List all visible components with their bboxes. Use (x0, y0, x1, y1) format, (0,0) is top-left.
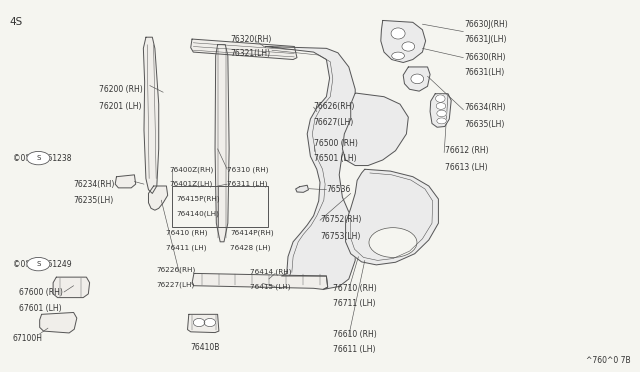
Text: 76414P(RH): 76414P(RH) (230, 229, 274, 236)
Text: 76753(LH): 76753(LH) (320, 232, 360, 241)
Text: 76711 (LH): 76711 (LH) (333, 299, 375, 308)
Text: 76752(RH): 76752(RH) (320, 215, 362, 224)
Polygon shape (40, 312, 77, 333)
Polygon shape (53, 277, 90, 298)
Text: 76710 (RH): 76710 (RH) (333, 284, 376, 293)
Polygon shape (266, 46, 355, 289)
Polygon shape (188, 314, 219, 333)
Text: ©08363-61249: ©08363-61249 (13, 260, 72, 269)
Text: 76631(LH): 76631(LH) (464, 68, 504, 77)
Polygon shape (192, 273, 328, 289)
Text: 76410B: 76410B (191, 343, 220, 352)
Ellipse shape (411, 74, 424, 84)
Text: 76612 (RH): 76612 (RH) (445, 146, 488, 155)
Ellipse shape (436, 118, 447, 124)
Text: 76400Z(RH): 76400Z(RH) (170, 166, 214, 173)
Ellipse shape (391, 28, 405, 39)
Text: 764140(LH): 764140(LH) (176, 211, 219, 217)
Text: 76501 (LH): 76501 (LH) (314, 154, 356, 163)
Text: 76320(RH): 76320(RH) (230, 35, 272, 44)
Text: 4S: 4S (10, 17, 23, 27)
Text: 76415 (LH): 76415 (LH) (250, 283, 290, 290)
Text: 76627(LH): 76627(LH) (314, 118, 354, 127)
Ellipse shape (204, 318, 216, 327)
Polygon shape (143, 37, 159, 193)
Text: 76613 (LH): 76613 (LH) (445, 163, 488, 172)
Polygon shape (403, 67, 430, 91)
Circle shape (27, 151, 50, 165)
Text: 76630(RH): 76630(RH) (464, 53, 506, 62)
Text: 76634(RH): 76634(RH) (464, 103, 506, 112)
Text: 76536: 76536 (326, 185, 351, 194)
Text: 76610 (RH): 76610 (RH) (333, 330, 376, 339)
Text: 67100H: 67100H (13, 334, 43, 343)
Text: 76611 (LH): 76611 (LH) (333, 345, 375, 354)
Text: ©08363-61238: ©08363-61238 (13, 154, 71, 163)
Text: 67601 (LH): 67601 (LH) (19, 304, 62, 313)
Text: 76311 (LH): 76311 (LH) (227, 181, 268, 187)
Polygon shape (381, 20, 426, 62)
Polygon shape (191, 39, 297, 60)
Polygon shape (346, 169, 438, 265)
Ellipse shape (435, 95, 445, 102)
Text: 76410 (RH): 76410 (RH) (166, 229, 208, 236)
Text: 76235(LH): 76235(LH) (74, 196, 114, 205)
Text: 76321(LH): 76321(LH) (230, 49, 271, 58)
Polygon shape (296, 185, 308, 192)
Text: 76428 (LH): 76428 (LH) (230, 244, 271, 251)
Text: 76500 (RH): 76500 (RH) (314, 139, 358, 148)
Ellipse shape (369, 228, 417, 257)
Polygon shape (342, 93, 408, 166)
Polygon shape (215, 45, 229, 242)
Text: 76310 (RH): 76310 (RH) (227, 166, 269, 173)
Text: 76635(LH): 76635(LH) (464, 120, 504, 129)
Text: 76227(LH): 76227(LH) (157, 281, 195, 288)
Ellipse shape (436, 110, 447, 117)
Text: 76401Z(LH): 76401Z(LH) (170, 181, 213, 187)
Text: 76414 (RH): 76414 (RH) (250, 268, 291, 275)
Text: 76415P(RH): 76415P(RH) (176, 196, 220, 202)
Text: ^760^0 7B: ^760^0 7B (586, 356, 630, 365)
Ellipse shape (402, 42, 415, 51)
Polygon shape (115, 175, 136, 188)
Text: 67600 (RH): 67600 (RH) (19, 288, 63, 296)
Polygon shape (430, 94, 451, 127)
Ellipse shape (193, 318, 205, 327)
Ellipse shape (392, 52, 404, 60)
Text: 76626(RH): 76626(RH) (314, 102, 355, 110)
Text: 76200 (RH): 76200 (RH) (99, 85, 143, 94)
Polygon shape (148, 186, 168, 210)
Text: S: S (36, 155, 40, 161)
Text: 76630J(RH): 76630J(RH) (464, 20, 508, 29)
Text: 76201 (LH): 76201 (LH) (99, 102, 141, 110)
Circle shape (27, 257, 50, 271)
Ellipse shape (436, 103, 445, 109)
Text: 76234(RH): 76234(RH) (74, 180, 115, 189)
Text: S: S (36, 261, 40, 267)
Text: 76226(RH): 76226(RH) (157, 266, 196, 273)
Text: 76631J(LH): 76631J(LH) (464, 35, 506, 44)
Text: 76411 (LH): 76411 (LH) (166, 244, 207, 251)
